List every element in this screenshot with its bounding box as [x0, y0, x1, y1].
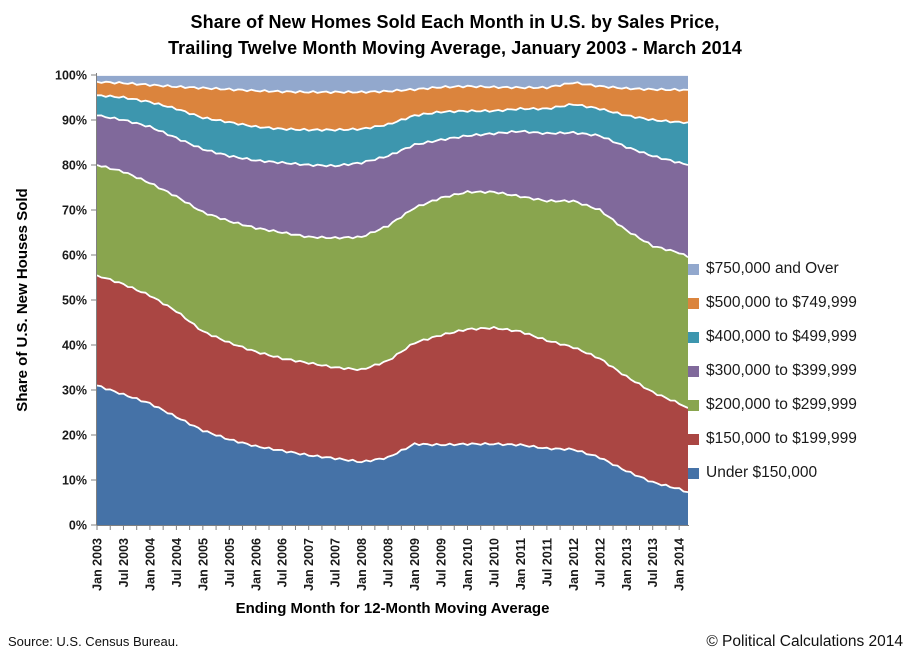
area-150-000-to-199-999: [97, 275, 688, 493]
legend-label: $500,000 to $749,999: [706, 294, 857, 311]
x-tick-label: Jul 2013: [646, 538, 660, 587]
legend-swatch-under-150k: [688, 467, 699, 479]
legend-item: $400,000 to $499,999: [688, 325, 908, 349]
x-tick-label: Jan 2007: [302, 538, 316, 591]
boundary-500-000-to-749-999: [96, 80, 689, 94]
legend-swatch-400k-499k: [688, 331, 699, 343]
x-axis-title: Ending Month for 12-Month Moving Average: [236, 600, 550, 617]
x-tick-label: Jul 2007: [329, 538, 343, 587]
area-boundaries-group: [96, 74, 689, 493]
legend-swatch-500k-749k: [688, 297, 699, 309]
x-tick-label: Jan 2011: [514, 538, 528, 590]
y-tick-label: 20%: [62, 429, 87, 443]
x-tick-label: Jul 2010: [487, 538, 501, 587]
legend-swatch-300k-399k: [688, 365, 699, 377]
boundary-400-000-to-499-999: [97, 94, 689, 132]
legend-item: $200,000 to $299,999: [688, 393, 908, 417]
legend-label: $750,000 and Over: [706, 260, 839, 277]
y-axis-title: Share of U.S. New Houses Sold: [14, 188, 31, 411]
y-tick-label: 40%: [62, 339, 87, 353]
x-tick-label: Jan 2014: [673, 538, 687, 591]
legend-item: $300,000 to $399,999: [688, 359, 908, 383]
source-note: Source: U.S. Census Bureau.: [8, 634, 179, 649]
x-tick-label: Jan 2013: [620, 538, 634, 591]
boundary-150-000-to-199-999: [96, 274, 689, 409]
x-tick-label: Jan 2003: [91, 538, 105, 591]
copyright-note: © Political Calculations 2014: [706, 633, 903, 650]
chart-title-line1: Share of New Homes Sold Each Month in U.…: [190, 12, 720, 32]
y-tick-label: 80%: [62, 159, 87, 173]
legend-label: Under $150,000: [706, 464, 818, 481]
y-tick-label: 50%: [62, 294, 87, 308]
x-tick-label: Jul 2005: [223, 538, 237, 587]
x-tick-label: Jan 2005: [196, 538, 210, 591]
area-300-000-to-399-999: [97, 115, 688, 258]
x-tick-label: Jan 2009: [408, 538, 422, 591]
legend-swatch-150k-199k: [688, 433, 699, 445]
boundary-300-000-to-399-999: [96, 114, 689, 168]
legend-item: $500,000 to $749,999: [688, 291, 908, 315]
x-tick-label: Jan 2012: [567, 538, 581, 591]
area-under-150-000: [97, 385, 688, 525]
y-tick-label: 10%: [62, 474, 87, 488]
y-tick-label: 0%: [69, 519, 87, 533]
x-tick-label: Jan 2008: [355, 538, 369, 591]
y-tick-label: 60%: [62, 249, 87, 263]
x-tick-label: Jul 2003: [117, 538, 131, 587]
legend: $750,000 and Over $500,000 to $749,999 $…: [688, 257, 908, 495]
x-tick-label: Jul 2011: [540, 538, 554, 587]
axes-group: 0% 10% 20% 30% 40% 50% 60% 70% 80% 90% 100% Jan 200…: [14, 69, 689, 617]
chart-title-line2: Trailing Twelve Month Moving Average, Ja…: [168, 38, 742, 58]
legend-item: Under $150,000: [688, 461, 908, 485]
legend-label: $150,000 to $199,999: [706, 430, 857, 447]
area-750-000-and-over: [97, 75, 688, 94]
chart-title: Share of New Homes Sold Each Month in U.…: [0, 9, 910, 61]
legend-label: $200,000 to $299,999: [706, 396, 857, 413]
legend-item: $150,000 to $199,999: [688, 427, 908, 451]
y-tick-label: 70%: [62, 204, 87, 218]
area-500-000-to-749-999: [97, 81, 688, 131]
legend-label: $300,000 to $399,999: [706, 362, 857, 379]
x-tick-label: Jul 2006: [276, 538, 290, 587]
x-tick-label: Jan 2004: [143, 538, 157, 591]
y-tick-label: 90%: [62, 114, 87, 128]
boundary-under-150-000: [96, 384, 689, 493]
x-tick-label: Jul 2004: [170, 538, 184, 587]
area-400-000-to-499-999: [97, 95, 688, 167]
x-tick-label: Jan 2010: [461, 538, 475, 591]
legend-label: $400,000 to $499,999: [706, 328, 857, 345]
legend-item: $750,000 and Over: [688, 257, 908, 281]
legend-swatch-750k-and-over: [688, 263, 699, 275]
y-tick-label: 30%: [62, 384, 87, 398]
x-tick-label: Jul 2008: [382, 538, 396, 587]
x-tick-label: Jan 2006: [249, 538, 263, 591]
y-tick-label: 100%: [55, 69, 87, 83]
boundary-200-000-to-299-999: [96, 164, 689, 259]
x-tick-label: Jul 2012: [593, 538, 607, 587]
x-tick-label: Jul 2009: [435, 538, 449, 587]
legend-swatch-200k-299k: [688, 399, 699, 411]
